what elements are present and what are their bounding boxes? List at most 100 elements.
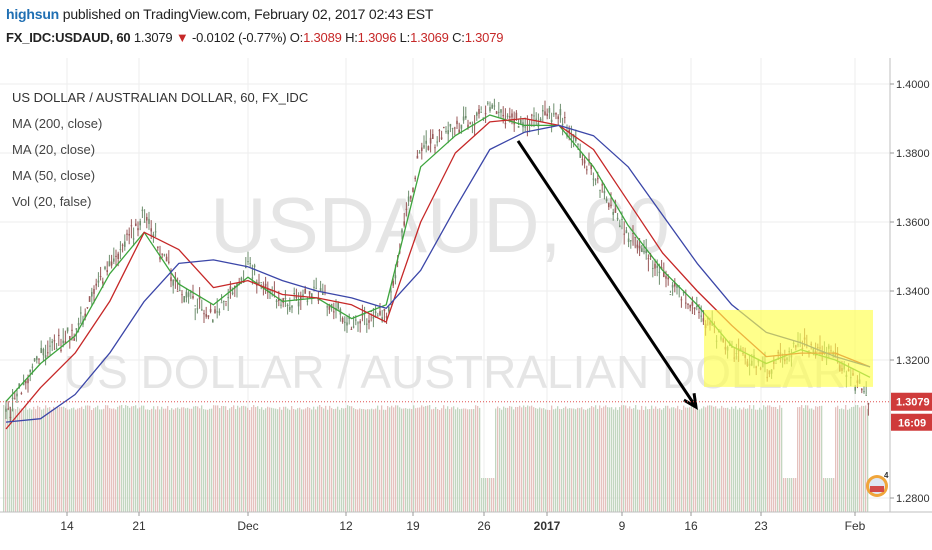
candle-body xyxy=(432,134,434,140)
volume-bar xyxy=(595,405,597,512)
volume-bar xyxy=(101,409,103,512)
close-label: C: xyxy=(452,30,465,45)
volume-bar xyxy=(841,408,843,512)
candle-body xyxy=(412,187,414,193)
volume-bar xyxy=(591,405,593,512)
flag-stripe xyxy=(870,486,884,492)
volume-bar xyxy=(861,405,863,512)
candle-body xyxy=(229,286,232,292)
price-badge-label: 1.3079 xyxy=(896,397,930,409)
x-tick-label: 23 xyxy=(754,519,768,533)
indicator-volume[interactable]: Vol (20, false) xyxy=(12,194,92,209)
candle-body xyxy=(575,138,577,141)
indicator-ma50[interactable]: MA (50, close) xyxy=(12,168,95,183)
volume-bar xyxy=(97,405,99,512)
candle-body xyxy=(148,218,150,224)
candle-body xyxy=(293,292,295,294)
volume-bar xyxy=(719,408,721,512)
candle-body xyxy=(157,246,159,248)
candle-body xyxy=(394,275,397,279)
volume-bar xyxy=(255,407,257,512)
price-axis[interactable]: 1.4000 1.3800 1.3600 1.3400 1.3200 1.2800 1.30… xyxy=(890,79,932,505)
candle-body xyxy=(238,282,240,284)
volume-bar xyxy=(179,408,181,512)
volume-bar xyxy=(517,406,519,512)
volume-bar xyxy=(281,409,283,512)
price-change: -0.0102 (-0.77%) xyxy=(191,30,287,45)
volume-bar xyxy=(13,408,15,512)
volume-bar xyxy=(689,407,691,512)
volume-bar xyxy=(561,409,563,512)
volume-bar xyxy=(515,406,517,512)
volume-bar xyxy=(681,409,683,512)
candle-body xyxy=(66,327,69,332)
volume-bar xyxy=(379,409,381,512)
tradingview-logo-icon[interactable]: 4 xyxy=(866,471,889,497)
volume-bar xyxy=(303,409,305,512)
candle-body xyxy=(192,296,194,299)
indicator-ma20[interactable]: MA (20, close) xyxy=(12,142,95,157)
candle-body xyxy=(506,115,509,117)
drawing-annotations[interactable] xyxy=(516,140,873,410)
volume-bar xyxy=(419,407,421,512)
candle-body xyxy=(531,114,533,116)
chart-title[interactable]: US DOLLAR / AUSTRALIAN DOLLAR, 60, FX_ID… xyxy=(12,90,308,105)
volume-bar xyxy=(155,409,157,512)
volume-bar xyxy=(823,478,825,512)
candle-body xyxy=(601,184,603,186)
volume-bar xyxy=(739,407,741,512)
symbol-name[interactable]: FX_IDC:USDAUD, 60 xyxy=(6,30,131,45)
volume-bar xyxy=(723,407,725,512)
volume-bar xyxy=(533,407,535,512)
candle-body xyxy=(80,312,82,314)
candle-body xyxy=(16,393,18,397)
y-tick-label: 1.2800 xyxy=(896,493,930,505)
volume-bar xyxy=(127,405,129,512)
volume-bar xyxy=(855,405,857,512)
indicator-ma200[interactable]: MA (200, close) xyxy=(12,116,102,131)
volume-bar xyxy=(359,408,361,512)
volume-bar xyxy=(641,405,643,512)
candle-body xyxy=(421,147,423,151)
volume-bar xyxy=(295,409,297,512)
candle-body xyxy=(225,301,227,303)
volume-bar xyxy=(845,405,847,512)
volume-bar xyxy=(763,405,765,512)
volume-bar xyxy=(707,405,709,512)
candle-body xyxy=(97,280,100,283)
volume-bar xyxy=(479,407,481,512)
candle-body xyxy=(121,244,124,246)
volume-bar xyxy=(631,408,633,512)
candle-body xyxy=(220,302,223,304)
volume-bar xyxy=(151,408,153,512)
volume-bar xyxy=(259,408,261,512)
volume-bar xyxy=(117,406,119,512)
chart-area[interactable]: USDAUD, 60 US DOLLAR / AUSTRALIAN DOLLAR… xyxy=(0,58,932,550)
candle-body xyxy=(93,289,95,294)
candle-body xyxy=(141,209,144,212)
volume-bar xyxy=(405,408,407,512)
volume-bar xyxy=(393,407,395,512)
volume-bar xyxy=(805,405,807,512)
author-link[interactable]: highsun xyxy=(6,6,60,22)
volume-bar xyxy=(375,408,377,512)
candle-body xyxy=(513,118,515,125)
volume-bar xyxy=(345,407,347,512)
x-tick-label: 21 xyxy=(132,519,146,533)
volume-bar xyxy=(725,407,727,512)
volume-bar xyxy=(679,409,681,512)
candle-body xyxy=(685,302,687,304)
volume-bar xyxy=(183,407,185,512)
candle-body xyxy=(647,258,650,260)
x-tick-label: Feb xyxy=(845,519,866,533)
time-axis[interactable]: 14 21 Dec 12 19 26 2017 9 16 23 Feb xyxy=(0,511,932,533)
volume-bar xyxy=(291,406,293,512)
candle-body xyxy=(64,341,67,344)
candle-body xyxy=(300,296,302,300)
price-chart[interactable]: USDAUD, 60 US DOLLAR / AUSTRALIAN DOLLAR… xyxy=(0,58,932,550)
candle-body xyxy=(652,267,654,269)
candle-body xyxy=(528,123,531,125)
volume-bar xyxy=(685,407,687,512)
candle-body xyxy=(286,304,289,306)
volume-bar xyxy=(461,408,463,512)
